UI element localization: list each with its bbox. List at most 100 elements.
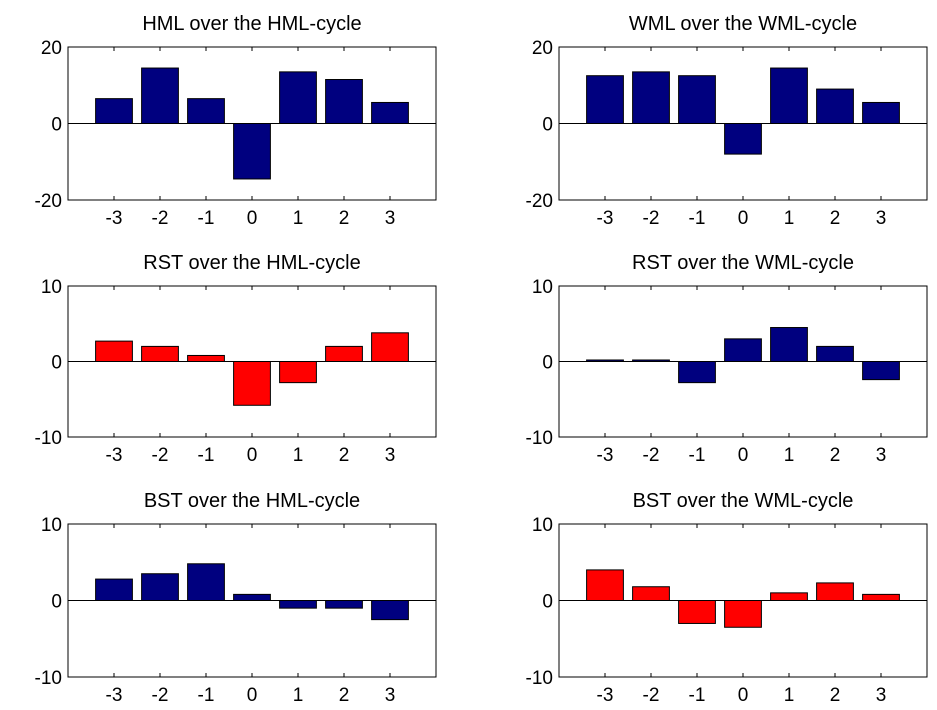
bar xyxy=(678,75,716,124)
x-tick-label: 2 xyxy=(339,685,350,706)
x-tick-label: 1 xyxy=(293,685,304,706)
bar xyxy=(95,578,133,602)
x-tick-label: -2 xyxy=(643,445,660,466)
x-tick-label: -3 xyxy=(597,685,614,706)
bar xyxy=(816,582,854,602)
x-tick-label: 0 xyxy=(738,445,749,466)
y-tick-label: -20 xyxy=(35,191,62,212)
bar xyxy=(371,600,409,621)
subplot-title: RST over the HML-cycle xyxy=(143,252,360,274)
x-tick-label: 1 xyxy=(784,208,795,229)
x-tick-label: 1 xyxy=(784,445,795,466)
bar xyxy=(770,327,808,362)
y-tick-label: -10 xyxy=(526,428,553,449)
bar xyxy=(233,361,271,406)
bar xyxy=(371,101,409,125)
x-tick-label: 0 xyxy=(247,445,258,466)
x-tick-label: -1 xyxy=(198,445,215,466)
subplot-1: -3 -2 -1 0 1 2 3 -20 0 20 HML over the HML-cycle xyxy=(35,13,437,229)
x-tick-label: 0 xyxy=(738,685,749,706)
x-tick-label: 0 xyxy=(247,208,258,229)
y-tick-label: 10 xyxy=(41,515,62,536)
x-tick-label: -3 xyxy=(597,445,614,466)
x-tick-label: -1 xyxy=(198,685,215,706)
y-tick-label: -10 xyxy=(35,428,62,449)
x-tick-label: -1 xyxy=(198,208,215,229)
bar xyxy=(632,71,670,125)
x-tick-label: 1 xyxy=(784,685,795,706)
bar xyxy=(724,338,762,363)
bar xyxy=(678,600,716,624)
y-tick-label: 0 xyxy=(542,353,553,374)
y-tick-label: 0 xyxy=(542,592,553,613)
bar xyxy=(586,569,624,602)
x-tick-label: 0 xyxy=(738,208,749,229)
bar xyxy=(233,123,271,180)
bar xyxy=(279,600,317,609)
bar xyxy=(724,123,762,155)
subplot-title: WML over the WML-cycle xyxy=(629,13,857,35)
x-tick-label: -3 xyxy=(106,685,123,706)
bar xyxy=(632,586,670,601)
bar xyxy=(187,563,225,602)
bar xyxy=(770,592,808,601)
y-tick-label: 10 xyxy=(532,515,553,536)
x-tick-label: 3 xyxy=(385,208,396,229)
bar xyxy=(141,345,179,362)
x-tick-label: 2 xyxy=(339,445,350,466)
x-tick-label: 3 xyxy=(385,445,396,466)
bar xyxy=(141,67,179,124)
bar xyxy=(95,340,133,362)
y-tick-label: -10 xyxy=(35,668,62,689)
bar xyxy=(862,593,900,602)
x-tick-label: -1 xyxy=(689,208,706,229)
bar xyxy=(325,79,363,124)
y-tick-label: 20 xyxy=(41,38,62,59)
x-tick-label: -3 xyxy=(106,208,123,229)
bar xyxy=(816,88,854,124)
x-tick-label: -2 xyxy=(643,208,660,229)
bar xyxy=(724,600,762,628)
x-tick-label: 3 xyxy=(876,208,887,229)
subplot-title: BST over the HML-cycle xyxy=(144,490,360,512)
subplot-title: BST over the WML-cycle xyxy=(633,490,854,512)
y-tick-label: -20 xyxy=(526,191,553,212)
x-tick-label: 0 xyxy=(247,685,258,706)
x-tick-label: 3 xyxy=(876,445,887,466)
x-tick-label: -2 xyxy=(643,685,660,706)
subplot-title: RST over the WML-cycle xyxy=(632,252,854,274)
y-tick-label: 0 xyxy=(51,353,62,374)
x-tick-label: 3 xyxy=(876,685,887,706)
x-tick-label: -2 xyxy=(152,685,169,706)
y-tick-label: -10 xyxy=(526,668,553,689)
bar xyxy=(586,75,624,124)
y-tick-label: 0 xyxy=(51,592,62,613)
y-tick-label: 20 xyxy=(532,38,553,59)
bar xyxy=(325,600,363,609)
bar xyxy=(862,101,900,125)
bar xyxy=(816,345,854,362)
x-tick-label: 3 xyxy=(385,685,396,706)
bar xyxy=(233,593,271,602)
x-tick-label: -1 xyxy=(689,685,706,706)
bar xyxy=(678,361,716,384)
bar xyxy=(279,71,317,125)
bar xyxy=(279,361,317,384)
y-tick-label: 0 xyxy=(542,115,553,136)
x-tick-label: -3 xyxy=(597,208,614,229)
x-tick-label: 2 xyxy=(830,445,841,466)
y-tick-label: 10 xyxy=(41,277,62,298)
x-tick-label: 1 xyxy=(293,445,304,466)
x-tick-label: 2 xyxy=(830,685,841,706)
x-tick-label: -3 xyxy=(106,445,123,466)
bar xyxy=(187,354,225,362)
x-tick-label: 1 xyxy=(293,208,304,229)
x-tick-label: -2 xyxy=(152,445,169,466)
bar xyxy=(95,98,133,124)
bar xyxy=(862,361,900,381)
